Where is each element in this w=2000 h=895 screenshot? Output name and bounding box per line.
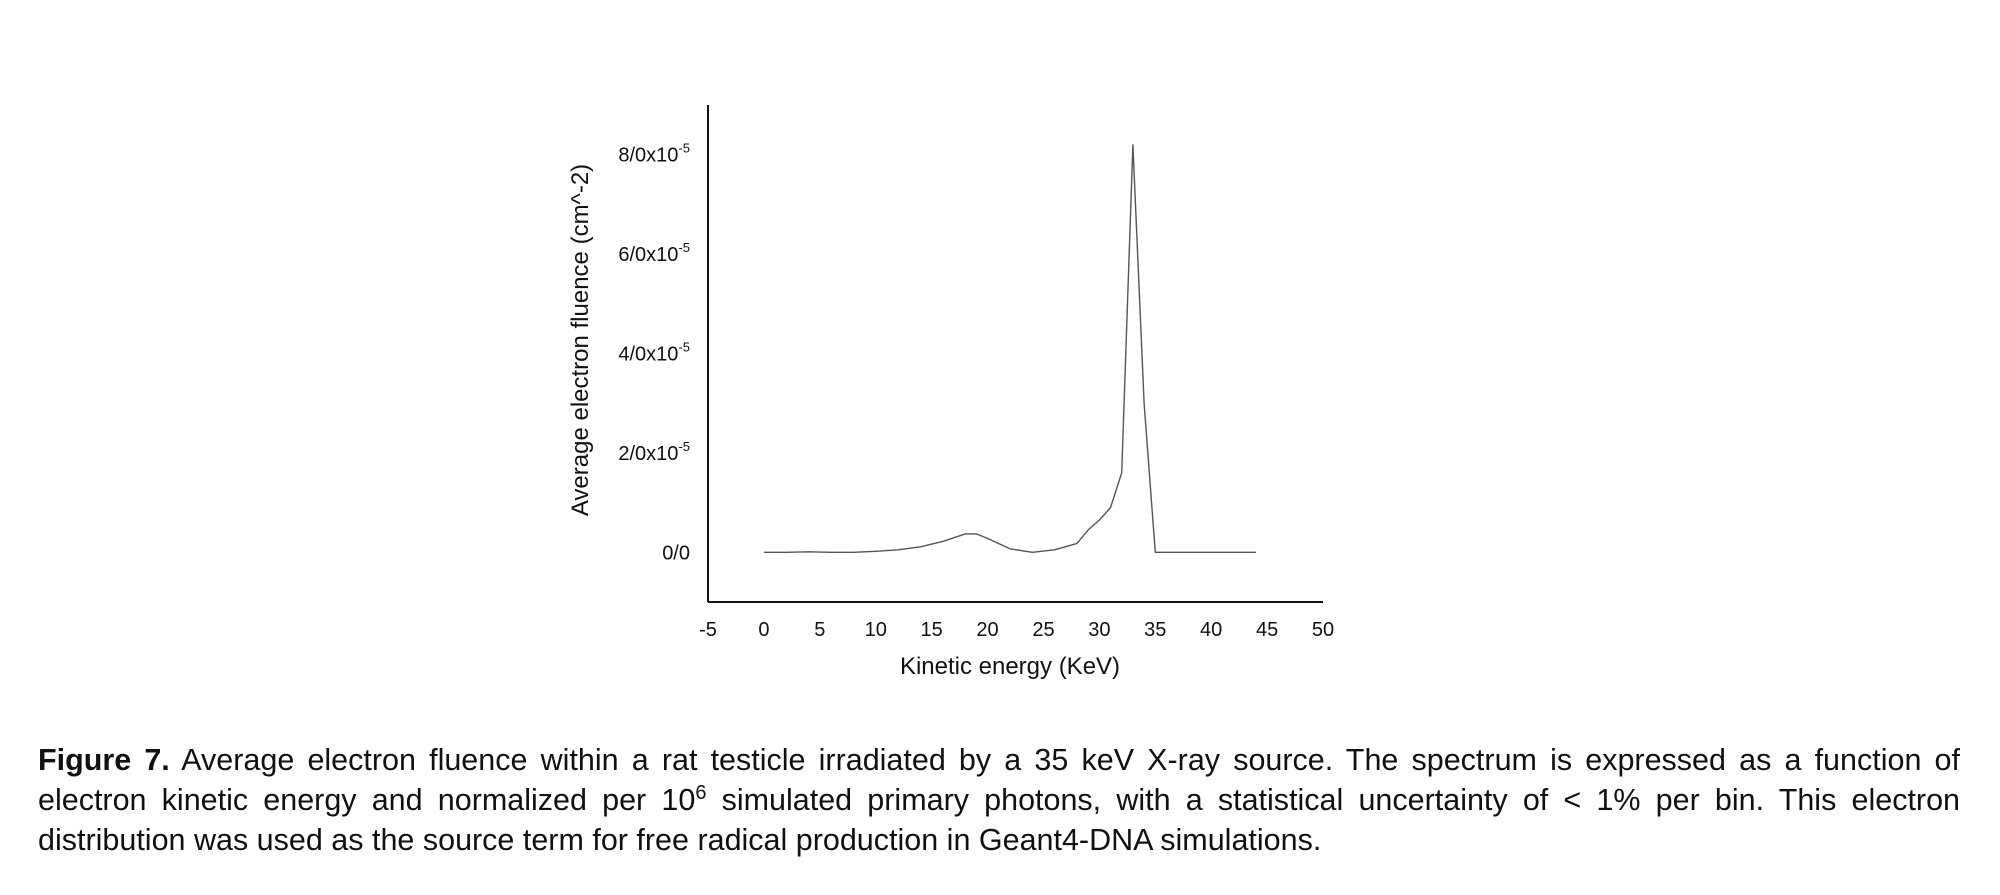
y-tick-label: 6/0x10-5 <box>618 240 690 266</box>
x-tick-label: 35 <box>1144 619 1166 641</box>
y-tick-labels: 0/0 2/0x10-5 4/0x10-5 6/0x10-5 8/0x10-5 <box>618 141 690 565</box>
figure-caption: Figure 7. Average electron fluence withi… <box>38 740 1960 860</box>
y-tick-label: 2/0x10-5 <box>618 439 690 465</box>
x-tick-label: 15 <box>921 619 943 641</box>
x-tick-label: 45 <box>1256 619 1278 641</box>
chart: 0/0 2/0x10-5 4/0x10-5 6/0x10-5 8/0x10-5 -5 0 5… <box>567 105 1334 680</box>
caption-text-2: simulated primary photons, with a statis… <box>38 783 1960 857</box>
x-tick-label: 25 <box>1032 619 1054 641</box>
x-tick-label: 20 <box>976 619 998 641</box>
caption-text-1: Average electron fluence within a rat te… <box>38 743 1960 817</box>
x-axis-label: Kinetic energy (KeV) <box>900 653 1120 680</box>
x-tick-label: 50 <box>1312 619 1334 641</box>
x-tick-label: 30 <box>1088 619 1110 641</box>
x-tick-label: -5 <box>699 619 717 641</box>
x-tick-label: 0 <box>758 619 769 641</box>
x-tick-label: 5 <box>814 619 825 641</box>
x-tick-labels: -5 0 5 10 15 20 25 30 35 40 45 50 <box>699 619 1334 641</box>
y-tick-label: 0/0 <box>662 542 690 564</box>
y-tick-label: 8/0x10-5 <box>618 141 690 167</box>
caption-label: Figure 7. <box>38 743 170 777</box>
x-tick-label: 40 <box>1200 619 1222 641</box>
caption-superscript: 6 <box>695 781 707 804</box>
y-tick-label: 4/0x10-5 <box>618 340 690 366</box>
series-line <box>763 144 1256 553</box>
y-axis-label: Average electron fluence (cm^-2) <box>567 164 594 516</box>
x-tick-label: 10 <box>865 619 887 641</box>
